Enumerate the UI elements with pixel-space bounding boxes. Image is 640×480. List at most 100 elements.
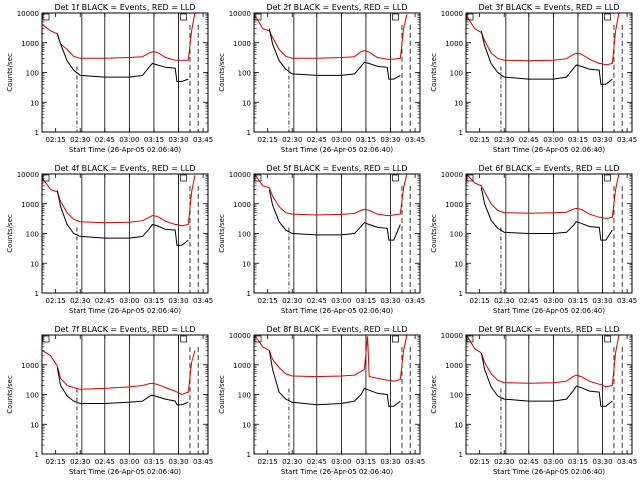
y-tick-label: 100: [450, 70, 463, 78]
plot-frame: [253, 334, 421, 455]
x-tick-label: 03:45: [405, 297, 425, 305]
chart-panel-8: Det 8f BLACK = Events, RED = LLD Counts/s…: [218, 325, 425, 476]
x-tick-label: 02:30: [282, 136, 302, 144]
x-tick-label: 02:30: [282, 297, 302, 305]
chart-title: Det 8f BLACK = Events, RED = LLD: [266, 325, 407, 334]
chart-panel-6: Det 6f BLACK = Events, RED = LLD Counts/s…: [430, 164, 637, 315]
x-tick-label: 02:30: [70, 458, 90, 466]
chart-title: Det 4f BLACK = Events, RED = LLD: [54, 164, 195, 173]
y-axis-label: Counts/sec: [430, 375, 438, 414]
corner-marker: [466, 174, 474, 182]
y-tick-label: 1000: [445, 40, 463, 48]
lld-series: [254, 334, 408, 382]
x-axis-label: Start Time (26-Apr-05 02:06:40): [493, 307, 605, 315]
x-tick-label: 03:15: [356, 136, 376, 144]
y-axis-label: Counts/sec: [6, 375, 14, 414]
events-series: [268, 350, 401, 407]
y-tick-label: 10: [242, 260, 251, 268]
corner-marker: [42, 174, 50, 182]
x-tick-label: 03:00: [331, 458, 351, 466]
x-tick-label: 02:45: [307, 458, 327, 466]
chart-panel-2: Det 2f BLACK = Events, RED = LLD Counts/s…: [218, 3, 425, 154]
y-tick-label: 1000: [233, 362, 251, 370]
y-tick-label: 10000: [17, 10, 39, 18]
x-tick-label: 03:30: [380, 297, 400, 305]
y-axis-label: Counts/sec: [218, 53, 226, 92]
events-series: [480, 30, 613, 85]
x-tick-label: 02:30: [494, 297, 514, 305]
lld-series: [42, 350, 196, 396]
corner-marker: [604, 13, 611, 21]
x-tick-label: 02:45: [307, 297, 327, 305]
x-tick-label: 02:15: [258, 297, 278, 305]
x-tick-label: 03:00: [119, 136, 139, 144]
x-tick-label: 03:30: [380, 136, 400, 144]
x-tick-label: 02:45: [95, 297, 115, 305]
plot-frame: [465, 173, 633, 294]
plot-frame: [253, 173, 421, 294]
x-tick-label: 03:45: [193, 458, 213, 466]
x-tick-label: 02:45: [519, 297, 539, 305]
corner-marker: [180, 335, 187, 343]
events-series: [268, 189, 401, 241]
chart-title: Det 5f BLACK = Events, RED = LLD: [266, 164, 407, 173]
chart-panel-9: Det 9f BLACK = Events, RED = LLD Counts/s…: [430, 325, 637, 476]
x-tick-label: 02:45: [519, 458, 539, 466]
x-tick-label: 03:15: [144, 136, 164, 144]
corner-marker: [180, 174, 187, 182]
y-tick-label: 100: [26, 231, 39, 239]
lld-series: [466, 12, 620, 66]
y-tick-label: 10000: [229, 10, 251, 18]
x-tick-label: 03:15: [568, 297, 588, 305]
y-tick-label: 1: [459, 451, 463, 459]
x-axis-label: Start Time (26-Apr-05 02:06:40): [281, 146, 393, 154]
x-tick-label: 02:15: [46, 136, 66, 144]
x-tick-label: 02:30: [70, 136, 90, 144]
lld-series: [466, 173, 620, 220]
y-tick-label: 10: [454, 260, 463, 268]
x-axis-label: Start Time (26-Apr-05 02:06:40): [69, 307, 181, 315]
y-tick-label: 10000: [441, 171, 463, 179]
events-series: [268, 28, 401, 80]
plot-frame: [41, 173, 209, 294]
y-tick-label: 100: [26, 70, 39, 78]
x-tick-label: 02:15: [470, 136, 490, 144]
y-tick-label: 1000: [21, 201, 39, 209]
y-tick-label: 1: [459, 129, 463, 137]
y-tick-label: 100: [450, 231, 463, 239]
y-axis-label: Counts/sec: [6, 214, 14, 253]
chart-panel-3: Det 3f BLACK = Events, RED = LLD Counts/s…: [430, 3, 637, 154]
x-tick-label: 03:00: [331, 136, 351, 144]
corner-marker: [254, 174, 262, 182]
x-tick-label: 03:45: [617, 458, 637, 466]
y-tick-label: 10000: [441, 332, 463, 340]
corner-marker: [604, 174, 611, 182]
x-tick-label: 02:15: [470, 297, 490, 305]
x-tick-label: 03:30: [592, 458, 612, 466]
y-tick-label: 10: [242, 421, 251, 429]
y-tick-label: 1000: [233, 201, 251, 209]
y-tick-label: 10000: [229, 171, 251, 179]
chart-panel-7: Det 7f BLACK = Events, RED = LLD Counts/s…: [6, 325, 213, 476]
chart-panel-5: Det 5f BLACK = Events, RED = LLD Counts/s…: [218, 164, 425, 315]
y-tick-label: 1: [35, 129, 39, 137]
corner-marker: [466, 13, 474, 21]
chart-panel-4: Det 4f BLACK = Events, RED = LLD Counts/s…: [6, 164, 213, 315]
corner-marker: [42, 13, 50, 21]
x-tick-label: 03:45: [193, 297, 213, 305]
y-tick-label: 100: [238, 70, 251, 78]
x-tick-label: 02:30: [494, 136, 514, 144]
plot-frame: [465, 12, 633, 133]
x-tick-label: 03:30: [592, 297, 612, 305]
x-tick-label: 03:15: [568, 458, 588, 466]
corner-marker: [392, 13, 399, 21]
lld-series: [42, 12, 196, 61]
x-tick-label: 03:00: [119, 458, 139, 466]
y-tick-label: 1000: [21, 40, 39, 48]
x-tick-label: 03:00: [543, 458, 563, 466]
x-tick-label: 03:45: [193, 136, 213, 144]
y-axis-label: Counts/sec: [218, 375, 226, 414]
chart-title: Det 3f BLACK = Events, RED = LLD: [478, 3, 619, 12]
x-tick-label: 03:00: [543, 297, 563, 305]
